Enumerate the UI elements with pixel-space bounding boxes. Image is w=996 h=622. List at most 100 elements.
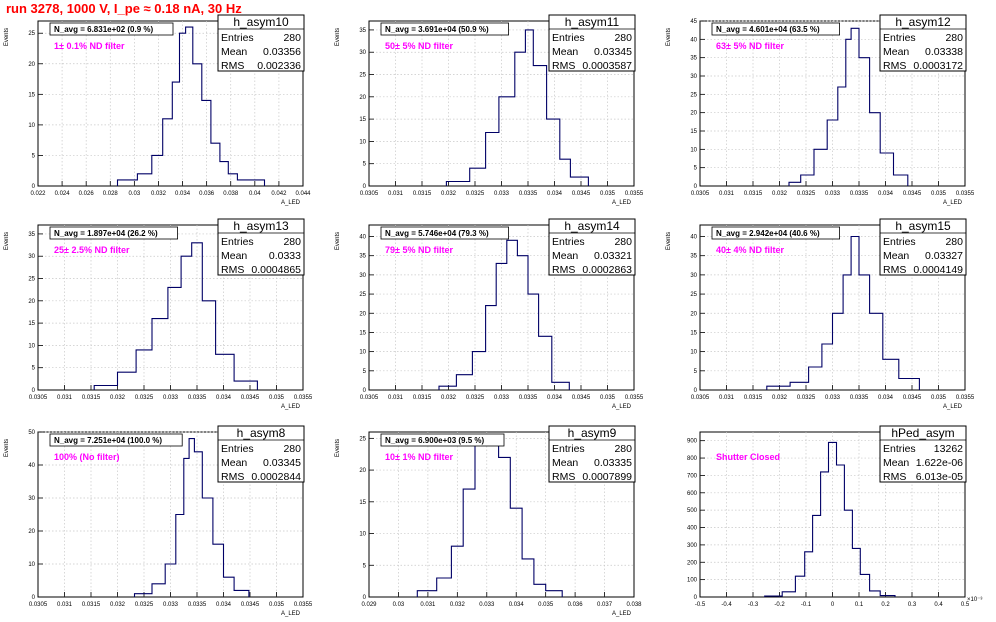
histogram-name: h_asym10 <box>233 15 289 29</box>
y-tick-label: 0 <box>363 595 367 601</box>
x-tick-label: 0.032 <box>151 191 167 197</box>
x-axis-label: A_LED <box>612 200 632 206</box>
x-tick-label: 0.033 <box>163 395 179 401</box>
y-tick-label: 35 <box>359 28 366 34</box>
x-tick-label: 0.3 <box>908 602 917 608</box>
y-tick-label: 700 <box>687 473 698 479</box>
y-tick-label: 15 <box>359 500 366 506</box>
y-tick-label: 0 <box>363 184 367 190</box>
x-tick-label: 0.0315 <box>744 191 763 197</box>
filter-label: 100% (No filter) <box>54 452 120 462</box>
x-tick-label: 0.0335 <box>519 191 538 197</box>
stats-value-mean: 0.03321 <box>594 250 632 262</box>
histogram-name: h_asym15 <box>895 219 951 233</box>
histogram-name: hPed_asym <box>891 426 954 440</box>
y-tick-label: 35 <box>690 254 697 260</box>
x-axis-label: A_LED <box>281 404 301 410</box>
x-tick-label: 0.032 <box>450 602 466 608</box>
x-tick-label: 0.038 <box>626 602 642 608</box>
x-tick-label: 0.034 <box>509 602 525 608</box>
stats-box <box>548 218 636 276</box>
x-tick-label: 0.042 <box>271 191 287 197</box>
x-tick-label: 0.026 <box>79 191 95 197</box>
stats-value-rms: 0.0002863 <box>582 264 632 276</box>
x-tick-label: 0.033 <box>825 395 841 401</box>
histogram-line <box>764 441 896 597</box>
x-tick-label: 0.033 <box>825 191 841 197</box>
y-tick-label: 20 <box>690 311 697 317</box>
x-tick-label: 0.0315 <box>82 602 101 608</box>
x-tick-label: 0.0305 <box>29 602 48 608</box>
x-tick-label: 0.022 <box>30 191 46 197</box>
y-tick-label: 15 <box>28 321 35 327</box>
stats-label-entries: Entries <box>221 236 254 248</box>
y-tick-label: 5 <box>363 563 367 569</box>
y-tick-label: 10 <box>690 350 697 356</box>
y-tick-label: 20 <box>28 62 35 68</box>
stats-value-entries: 280 <box>945 32 963 44</box>
x-tick-label: 0.031 <box>719 395 735 401</box>
x-tick-label: 0.0315 <box>82 395 101 401</box>
stats-value-entries: 280 <box>283 236 301 248</box>
y-tick-label: 15 <box>28 92 35 98</box>
y-tick-label: 0 <box>32 595 36 601</box>
stats-value-rms: 0.0007899 <box>582 471 632 483</box>
x-tick-label: 0.033 <box>163 602 179 608</box>
x-tick-label: 0.5 <box>961 602 970 608</box>
x-tick-label: 0.0355 <box>294 602 313 608</box>
y-axis-label: Events <box>666 232 672 250</box>
histogram-name: h_asym13 <box>233 219 289 233</box>
x-tick-label: 0.031 <box>420 602 436 608</box>
stats-label-entries: Entries <box>552 236 585 248</box>
y-tick-label: 5 <box>363 369 367 375</box>
x-tick-label: 0.04 <box>249 191 261 197</box>
y-tick-label: 500 <box>687 508 698 514</box>
histogram-name: h_asym11 <box>565 15 620 29</box>
x-tick-label: 0.031 <box>388 395 404 401</box>
y-tick-label: 25 <box>28 31 35 37</box>
x-tick-label: 0.035 <box>600 191 616 197</box>
stats-label-entries: Entries <box>552 443 585 455</box>
histogram-pad-h_asym9: 0.029 0.03 0.031 0.032 0.033 0.034 0.035 0.036 0… <box>335 425 642 617</box>
x-tick-label: 0.035 <box>538 602 554 608</box>
stats-value-entries: 280 <box>283 443 301 455</box>
x-tick-label: 0.044 <box>295 191 311 197</box>
stats-value-mean: 0.03335 <box>594 457 632 469</box>
stats-value-rms: 6.013e-05 <box>916 471 963 483</box>
x-tick-label: 0.032 <box>772 395 788 401</box>
y-tick-label: 35 <box>28 232 35 238</box>
x-tick-label: 0.0305 <box>360 395 379 401</box>
y-tick-label: 20 <box>28 299 35 305</box>
filter-label: 79± 5% ND filter <box>385 245 453 255</box>
x-tick-label: 0.031 <box>388 191 404 197</box>
x-tick-label: 0.0325 <box>466 395 485 401</box>
navg-annotation: N_avg = 2.942e+04 (40.6 %) <box>716 229 820 238</box>
stats-label-rms: RMS <box>883 264 906 276</box>
x-tick-label: 0.0305 <box>360 191 379 197</box>
stats-value-rms: 0.0002844 <box>251 471 301 483</box>
x-tick-label: 0.0305 <box>691 395 710 401</box>
filter-label: 50± 5% ND filter <box>385 41 453 51</box>
stats-value-mean: 0.03327 <box>925 250 963 262</box>
y-tick-label: 25 <box>690 92 697 98</box>
y-tick-label: 25 <box>690 292 697 298</box>
x-tick-label: 0.038 <box>223 191 239 197</box>
x-tick-label: 0.034 <box>547 191 563 197</box>
stats-value-entries: 280 <box>945 236 963 248</box>
x-tick-label: 0.032 <box>110 395 126 401</box>
navg-annotation: N_avg = 7.251e+04 (100.0 %) <box>54 436 162 445</box>
x-tick-label: -0.3 <box>748 602 759 608</box>
x-tick-label: 0.034 <box>175 191 191 197</box>
x-tick-label: 0.031 <box>57 395 73 401</box>
y-tick-label: 30 <box>690 74 697 80</box>
x-tick-label: 0.032 <box>441 191 457 197</box>
histogram-line <box>766 235 920 390</box>
x-tick-label: 0.0325 <box>466 191 485 197</box>
histogram-pad-h_asym13: 0.0305 0.031 0.0315 0.032 0.0325 0.033 0.0335 0… <box>4 218 313 410</box>
histogram-pad-h_asym10: 0.022 0.024 0.026 0.028 0.03 0.032 0.034 0.036 0… <box>4 14 311 206</box>
run-title: run 3278, 1000 V, I_pe ≈ 0.18 nA, 30 Hz <box>6 1 242 16</box>
stats-label-entries: Entries <box>883 32 916 44</box>
navg-annotation: N_avg = 4.601e+04 (63.5 %) <box>716 25 820 34</box>
filter-label: 40± 4% ND filter <box>716 245 784 255</box>
stats-label-mean: Mean <box>221 457 247 469</box>
